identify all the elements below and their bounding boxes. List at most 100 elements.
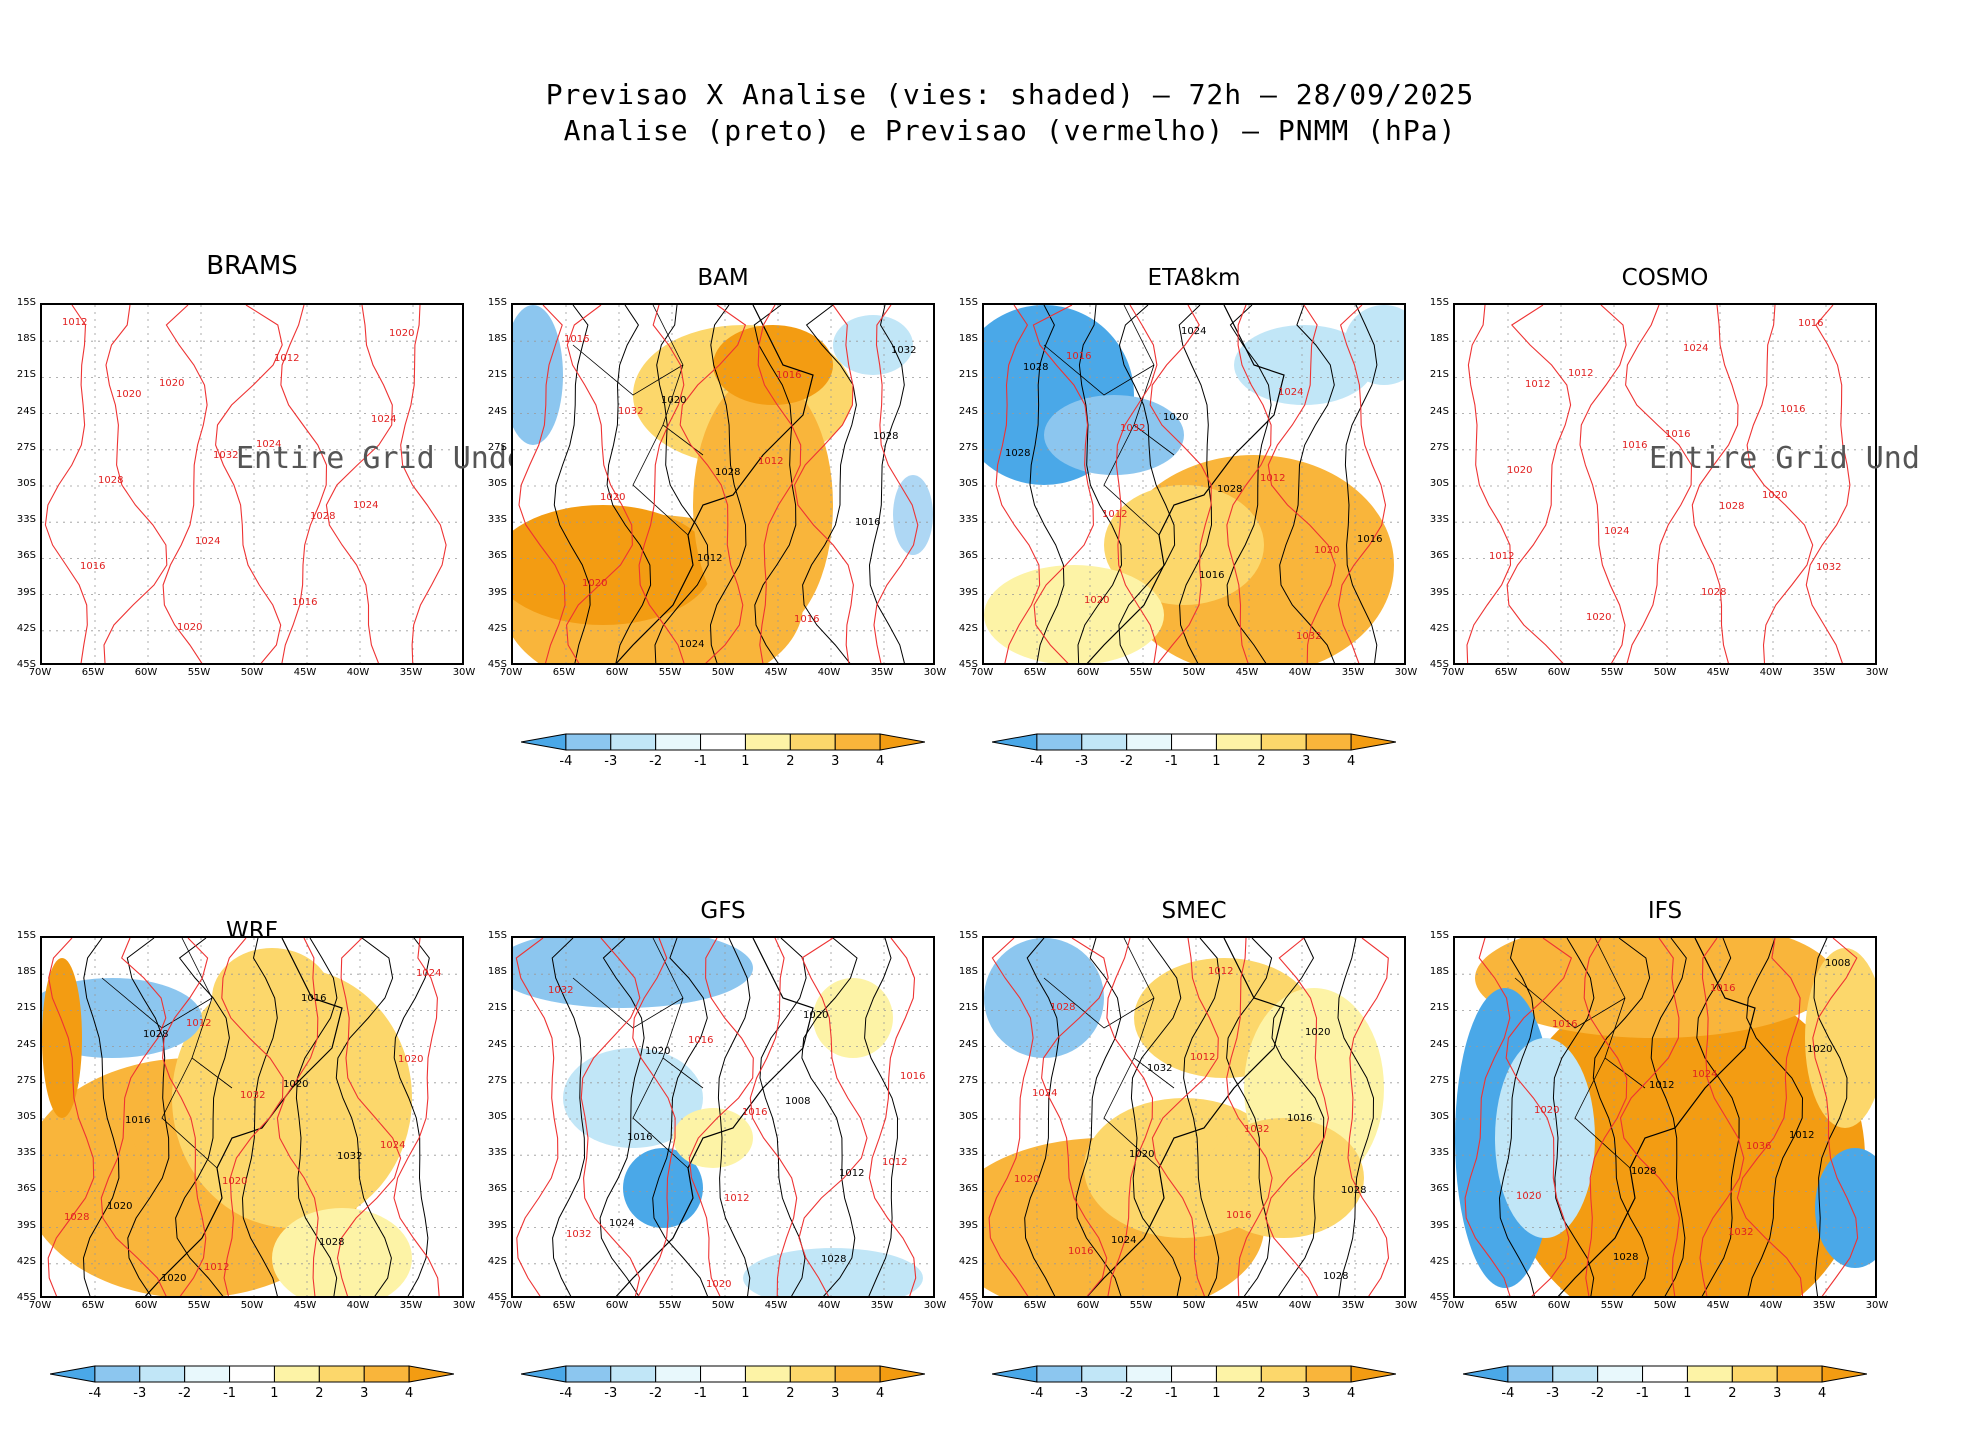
colorbar-tick-label: 1 — [1212, 754, 1221, 769]
isobar-label: 1024 — [1111, 1235, 1137, 1246]
colorbar-tick-label: -3 — [1075, 754, 1089, 769]
colorbar-segment — [1552, 1365, 1599, 1383]
colorbar-tick-label: 1 — [741, 754, 750, 769]
lat-tick-label: 21S — [1429, 369, 1449, 381]
colorbar-tick-label: -1 — [1636, 1386, 1650, 1401]
lon-tick-label: 45W — [293, 1300, 317, 1311]
lon-tick-label: 50W — [240, 667, 264, 678]
isobar-label: 1020 — [1516, 1191, 1542, 1202]
forecast-isobar — [1691, 305, 1739, 663]
analysis-isobar — [1226, 938, 1273, 1296]
bias-shade — [693, 375, 833, 635]
colorbar-tick-label: -2 — [649, 1386, 663, 1401]
isobar-label: 1032 — [891, 345, 917, 356]
lon-tick-label: 50W — [1653, 667, 1677, 678]
lat-tick-label: 39S — [1429, 1219, 1449, 1231]
panel-title-ifs: IFS — [1647, 898, 1683, 924]
analysis-isobar — [1118, 305, 1176, 663]
lat-tick-label: 18S — [958, 333, 978, 345]
colorbar-tick-label: 3 — [831, 754, 840, 769]
colorbar: -4 -3 -2 -1 1 2 3 4 — [991, 732, 1397, 776]
lon-tick-label: 70W — [499, 667, 523, 678]
lon-tick-label: 55W — [1600, 667, 1624, 678]
colorbar-segment — [1260, 733, 1307, 751]
lat-tick-label: 36S — [487, 1183, 507, 1195]
isobar-label: 1024 — [1692, 1069, 1718, 1080]
analysis-isobar — [599, 938, 645, 1296]
colorbar-tick-label: 3 — [1302, 1386, 1311, 1401]
lon-tick-label: 70W — [28, 667, 52, 678]
bias-shade — [984, 938, 1104, 1058]
isobar-label: 1020 — [1084, 595, 1110, 606]
isobar-label: 1028 — [1631, 1166, 1657, 1177]
isobar-label: 1016 — [742, 1107, 768, 1118]
colorbar-segment — [1731, 1365, 1778, 1383]
colorbar-tick-label: -2 — [1120, 1386, 1134, 1401]
colorbar-tick-label: -1 — [1165, 1386, 1179, 1401]
isobar-label: 1016 — [900, 1071, 926, 1082]
isobar-label: 1012 — [758, 456, 784, 467]
forecast-isobar — [749, 938, 798, 1296]
lon-tick-label: 50W — [711, 1300, 735, 1311]
isobar-label: 1016 — [688, 1035, 714, 1046]
isobar-label: 1016 — [1068, 1246, 1094, 1257]
isobar-label: 1012 — [1190, 1052, 1216, 1063]
forecast-isobar — [280, 305, 328, 663]
colorbar-tick-label: -2 — [178, 1386, 192, 1401]
lon-tick-label: 50W — [240, 1300, 264, 1311]
forecast-isobar — [566, 305, 633, 663]
forecast-isobar — [393, 938, 440, 1296]
lat-tick-label: 45S — [1429, 1292, 1449, 1303]
lon-tick-label: 35W — [399, 667, 423, 678]
lat-tick-label: 39S — [1429, 586, 1449, 598]
isobar-label: 1012 — [1525, 379, 1551, 390]
forecast-isobar — [215, 305, 283, 663]
colorbar-segment — [1126, 733, 1173, 751]
lat-tick-label: 21S — [16, 1002, 36, 1014]
colorbar-segment — [1821, 1365, 1868, 1383]
colorbar-segment — [1597, 1365, 1644, 1383]
lat-tick-label: 21S — [16, 369, 36, 381]
isobar-label: 1024 — [1278, 387, 1304, 398]
colorbar-tick-label: 1 — [270, 1386, 279, 1401]
lon-tick-label: 35W — [870, 667, 894, 678]
analysis-isobar — [1746, 938, 1804, 1296]
lat-tick-label: 24S — [1429, 1038, 1449, 1050]
lat-tick-label: 33S — [16, 1147, 36, 1159]
colorbar-tick-label: 2 — [315, 1386, 324, 1401]
isobar-label: 1028 — [873, 431, 899, 442]
panel-title-eta8km: ETA8km — [1147, 265, 1241, 291]
colorbar-segment — [1171, 1365, 1217, 1383]
lon-tick-label: 55W — [658, 667, 682, 678]
forecast-isobar — [1115, 305, 1158, 663]
colorbar-segment — [700, 1365, 746, 1383]
country-border — [1043, 938, 1175, 1169]
lat-tick-label: 30S — [958, 478, 978, 489]
lat-tick-label: 42S — [958, 1255, 978, 1267]
isobar-label: 1020 — [177, 622, 203, 633]
analysis-isobar — [1592, 938, 1651, 1296]
forecast-isobar — [1226, 305, 1272, 663]
isobar-label: 1028 — [715, 467, 741, 478]
analysis-isobar — [295, 938, 338, 1296]
colorbar-tick-label: -2 — [1591, 1386, 1605, 1401]
analysis-isobar — [1024, 938, 1060, 1296]
forecast-isobar — [515, 938, 559, 1296]
analysis-isobar — [175, 938, 230, 1296]
colorbar-tick-label: 3 — [360, 1386, 369, 1401]
lat-tick-label: 24S — [958, 405, 978, 417]
undefined-grid-text: Entire Grid Undef — [236, 441, 544, 476]
isobar-label: 1020 — [582, 578, 608, 589]
isobar-label: 1016 — [776, 370, 802, 381]
map-panel-eta8km: 1016 1020 1012 1016 1020 1024 1024 1028 1012 1016… — [982, 303, 1406, 665]
lat-tick-label: 18S — [958, 966, 978, 978]
lat-tick-label: 27S — [16, 1074, 36, 1086]
lon-tick-label: 60W — [605, 667, 629, 678]
lat-tick-label: 15S — [958, 297, 978, 308]
lon-tick-label: 35W — [1341, 667, 1365, 678]
lat-tick-label: 39S — [16, 586, 36, 598]
lon-tick-label: 50W — [1182, 667, 1206, 678]
analysis-isobar — [551, 938, 586, 1296]
forecast-isobar — [1149, 305, 1212, 663]
isobar-label: 1008 — [785, 1096, 811, 1107]
